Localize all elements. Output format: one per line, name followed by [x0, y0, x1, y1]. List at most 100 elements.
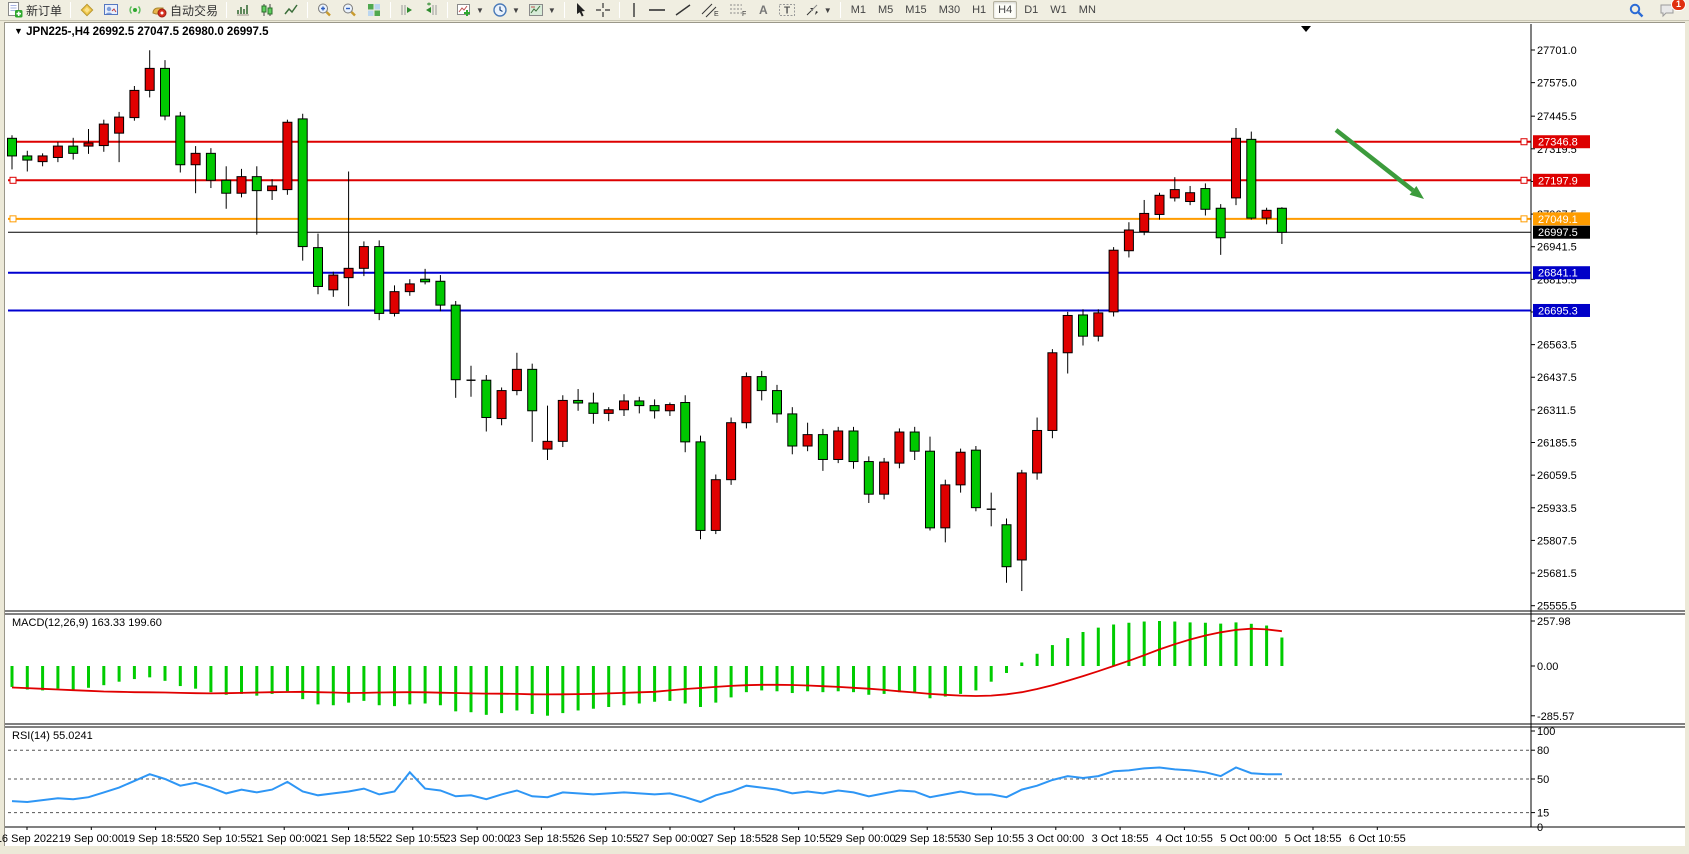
zoom-out-button[interactable]: [337, 1, 362, 20]
rsi-axis-label: 0: [1537, 822, 1543, 834]
line-handle[interactable]: [9, 215, 17, 223]
macd-pane: 257.98 0.00 -285.57: [10, 616, 1574, 723]
svg-text:F: F: [742, 11, 746, 18]
price-tick-label: 26185.5: [1537, 438, 1577, 450]
timeframe-button-m1[interactable]: M1: [850, 4, 866, 16]
timeframe-button-w1[interactable]: W1: [1050, 4, 1067, 16]
symbol-list-icon: [80, 3, 94, 17]
macd-axis-label: -285.57: [1537, 711, 1574, 723]
collapse-triangle-icon[interactable]: ▼: [14, 26, 23, 36]
candle-down: [634, 400, 645, 407]
equidistant-channel-button[interactable]: E: [696, 1, 724, 20]
candle-up: [114, 116, 125, 134]
arrows-tool-button[interactable]: ▼: [800, 1, 836, 20]
rsi-value: 55.0241: [52, 730, 93, 742]
line-chart-button[interactable]: [279, 1, 303, 20]
zoom-in-button[interactable]: [312, 1, 337, 20]
time-label: 23 Sep 18:55: [509, 833, 574, 845]
horizontal-line-tool-button[interactable]: [644, 1, 670, 20]
horizontal-line-icon: [648, 9, 665, 11]
candle-down: [695, 441, 706, 531]
text-tool-button[interactable]: A: [752, 1, 774, 20]
new-order-label: 新订单: [26, 3, 63, 18]
price-tick-label: 26059.5: [1537, 470, 1577, 482]
time-label: 29 Sep 00:00: [830, 833, 895, 845]
timeframe-button-m5[interactable]: M5: [878, 4, 894, 16]
time-label: 20 Sep 10:55: [187, 833, 252, 845]
candle-down: [573, 399, 584, 404]
crosshair-button[interactable]: [591, 1, 615, 20]
auto-scroll-button[interactable]: [395, 1, 419, 20]
rsi-pane: 100 80 50 15 0: [8, 726, 1555, 834]
candle-down: [817, 434, 828, 460]
candle-up: [1139, 212, 1150, 233]
candle-up: [511, 368, 522, 392]
price-tick-label: 27701.0: [1537, 45, 1577, 57]
tile-windows-button[interactable]: [362, 1, 386, 20]
chart-shift-button[interactable]: [419, 1, 443, 20]
candle-down: [925, 450, 935, 529]
price-tick-label: 26437.5: [1537, 372, 1577, 384]
autotrading-button[interactable]: 自动交易: [147, 1, 222, 20]
time-label: 19 Sep 00:00: [59, 833, 124, 845]
profile-button[interactable]: [99, 1, 123, 20]
timeframe-button-d1[interactable]: D1: [1024, 4, 1039, 16]
candle-up: [802, 434, 813, 447]
price-tick-label: 25933.5: [1537, 503, 1577, 515]
bar-chart-button[interactable]: [231, 1, 255, 20]
time-label: 29 Sep 18:55: [894, 833, 959, 845]
fibonacci-tool-button[interactable]: F: [724, 1, 752, 20]
candle-down: [450, 304, 461, 381]
trend-arrow-annotation[interactable]: [1334, 128, 1424, 199]
line-handle[interactable]: [9, 176, 17, 184]
candle-up: [1261, 209, 1272, 219]
price-badge-label: 26695.3: [1538, 305, 1578, 317]
indicators-button[interactable]: ▼: [452, 1, 488, 20]
text-label-icon: T: [778, 4, 795, 17]
candlestick-chart-button[interactable]: [255, 1, 279, 20]
timeframe-button-m30[interactable]: M30: [938, 4, 961, 16]
svg-text:T: T: [784, 6, 790, 17]
trendline-tool-button[interactable]: [670, 1, 696, 20]
candle-down: [68, 145, 79, 154]
candle-up: [542, 440, 553, 450]
candlestick-chart-icon: [261, 4, 273, 16]
timeframe-button-mn[interactable]: MN: [1078, 4, 1096, 16]
line-handle[interactable]: [1520, 138, 1528, 146]
clock-icon: [493, 3, 507, 17]
periods-button[interactable]: ▼: [488, 1, 524, 20]
line-handle[interactable]: [1520, 215, 1528, 223]
signals-button[interactable]: [123, 1, 147, 20]
auto-scroll-icon: [401, 5, 413, 15]
cursor-button[interactable]: [569, 1, 591, 20]
candle-up: [664, 404, 675, 412]
timeframe-button-m15[interactable]: M15: [905, 4, 927, 16]
crosshair-icon: [595, 3, 610, 17]
candle-down: [374, 246, 385, 314]
new-order-button[interactable]: 新订单: [3, 1, 66, 20]
timeframe-button-h4[interactable]: H4: [993, 1, 1018, 19]
search-button[interactable]: [1624, 1, 1649, 20]
macd-axis-label: 257.98: [1537, 616, 1571, 628]
candle-up: [129, 89, 140, 119]
trend-arrow-head[interactable]: [1409, 186, 1424, 199]
templates-button[interactable]: ▼: [524, 1, 560, 20]
line-handle[interactable]: [1520, 176, 1528, 184]
text-label-tool-button[interactable]: T: [774, 1, 800, 20]
vertical-line-tool-button[interactable]: [624, 1, 644, 20]
notifications-button[interactable]: 1: [1655, 0, 1686, 20]
dropdown-caret: ▼: [476, 5, 484, 15]
rsi-name: RSI(14): [12, 730, 50, 742]
macd-signal-line: [11, 627, 1283, 697]
chart-shift-marker[interactable]: [1301, 26, 1311, 32]
time-label: 5 Oct 00:00: [1220, 833, 1277, 845]
macd-value: 163.33: [91, 617, 126, 629]
trend-arrow-shaft[interactable]: [1334, 128, 1415, 193]
candle-down: [205, 152, 216, 181]
timeframe-button-h1[interactable]: H1: [972, 4, 987, 16]
symbol-list-button[interactable]: [75, 1, 99, 20]
rsi-axis-label: 50: [1537, 774, 1549, 786]
time-label: 30 Sep 10:55: [959, 833, 1024, 845]
